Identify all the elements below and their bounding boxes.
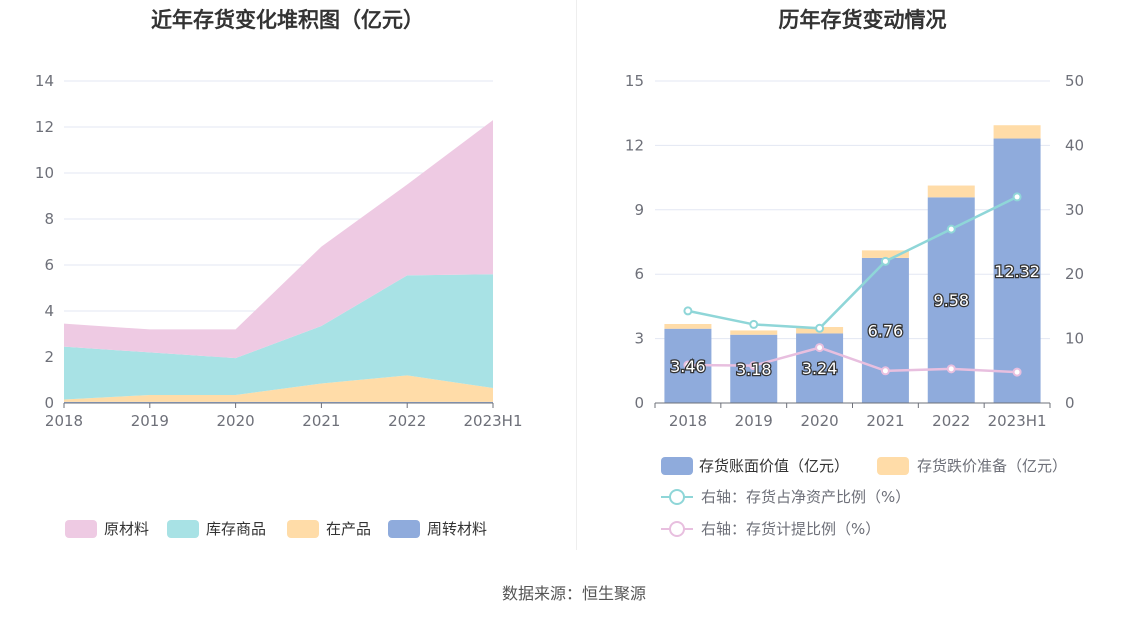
inventory-bar-chart-panel: 历年存货变动情况 0 3 6 9 12 15 0 10 20 30 40 50 2018 2019 2020… — [577, 0, 1148, 560]
data-source-note: 数据来源：恒生聚源 — [501, 584, 646, 603]
right-y2-tick-label: 50 — [1065, 72, 1084, 90]
left-legend-item: 库存商品 — [167, 520, 266, 538]
bar-data-label: 12.32 — [994, 262, 1040, 281]
left-y-tick-label: 10 — [35, 164, 54, 182]
right-legend-marker — [669, 521, 685, 537]
area-库存商品 — [64, 274, 493, 400]
left-legend-label: 库存商品 — [206, 520, 266, 538]
line-point-0 — [1012, 192, 1022, 202]
right-y2-tick-label: 20 — [1065, 265, 1084, 283]
left-x-tick-label: 2022 — [388, 412, 426, 430]
right-x-tick-label: 2022 — [932, 412, 970, 430]
left-y-tick-label: 12 — [35, 118, 54, 136]
left-legend-label: 在产品 — [326, 520, 371, 538]
right-y-tick-label: 9 — [634, 201, 644, 219]
left-x-tick-label: 2023H1 — [464, 412, 523, 430]
right-legend-label: 存货跌价准备（亿元） — [917, 457, 1067, 475]
right-y-tick-label: 12 — [625, 136, 644, 154]
left-legend-item: 周转材料 — [388, 520, 487, 538]
left-y-tick-label: 14 — [35, 72, 54, 90]
left-legend-swatch — [167, 520, 199, 538]
line-point-1 — [946, 364, 956, 374]
line-point-1 — [880, 366, 890, 376]
line-point-0 — [683, 306, 693, 316]
right-legend-label: 右轴：存货占净资产比例（%） — [701, 488, 910, 506]
stacked-area-chart: 0 2 4 6 8 10 12 14 2018 2019 2020 2021 2022 2023H1 原材料… — [35, 72, 523, 538]
left-legend-swatch — [65, 520, 97, 538]
bar-data-label: 3.24 — [802, 359, 838, 378]
left-x-tick-label: 2019 — [131, 412, 169, 430]
inventory-bar-chart: 0 3 6 9 12 15 0 10 20 30 40 50 2018 2019 2020 2021 2022 2… — [625, 72, 1084, 538]
left-y-tick-label: 4 — [44, 302, 54, 320]
right-legend-marker — [669, 489, 685, 505]
left-legend-swatch — [388, 520, 420, 538]
right-legend-swatch — [661, 457, 693, 475]
line-series-1 — [687, 346, 1018, 374]
left-legend-label: 周转材料 — [427, 520, 487, 538]
right-y2-tick-label: 30 — [1065, 201, 1084, 219]
bar-impairment-reserve — [730, 330, 778, 335]
right-x-tick-label: 2020 — [800, 412, 838, 430]
line-point-1 — [815, 343, 825, 353]
bar-book-value — [861, 257, 909, 403]
bar-data-label: 6.76 — [868, 321, 904, 340]
bar-impairment-reserve — [993, 125, 1041, 139]
left-x-tick-label: 2021 — [302, 412, 340, 430]
left-y-tick-label: 6 — [44, 256, 54, 274]
stacked-area-chart-panel: 近年存货变化堆积图（亿元） 0 2 4 6 8 10 12 14 2018 2019 2020 202… — [0, 0, 575, 560]
bar-impairment-reserve — [861, 250, 909, 258]
right-legend-item: 右轴：存货占净资产比例（%） — [661, 488, 910, 506]
line-point-0 — [815, 323, 825, 333]
left-y-tick-label: 2 — [44, 348, 54, 366]
left-legend-swatch — [287, 520, 319, 538]
left-y-tick-label: 8 — [44, 210, 54, 228]
left-x-tick-label: 2020 — [217, 412, 255, 430]
area-在产品 — [64, 375, 493, 402]
left-legend-item: 在产品 — [287, 520, 371, 538]
left-chart-title: 近年存货变化堆积图（亿元） — [151, 8, 424, 32]
right-legend-item: 存货跌价准备（亿元） — [877, 457, 1067, 475]
line-point-0 — [880, 256, 890, 266]
line-point-0 — [946, 224, 956, 234]
bar-impairment-reserve — [664, 324, 712, 329]
bar-book-value — [993, 138, 1041, 403]
line-point-1 — [749, 361, 759, 371]
right-y-tick-label: 6 — [634, 265, 644, 283]
left-x-tick-label: 2018 — [45, 412, 83, 430]
bar-impairment-reserve — [927, 185, 975, 198]
bar-data-label: 9.58 — [933, 291, 969, 310]
line-point-0 — [749, 319, 759, 329]
right-x-tick-label: 2018 — [669, 412, 707, 430]
right-y-tick-label: 0 — [634, 394, 644, 412]
right-x-tick-label: 2021 — [866, 412, 904, 430]
right-chart-title: 历年存货变动情况 — [778, 8, 947, 32]
right-y-tick-label: 3 — [634, 330, 644, 348]
right-legend-item: 右轴：存货计提比例（%） — [661, 520, 880, 538]
right-x-tick-label: 2019 — [735, 412, 773, 430]
line-point-1 — [1012, 367, 1022, 377]
right-y2-tick-label: 0 — [1065, 394, 1075, 412]
left-y-tick-label: 0 — [44, 394, 54, 412]
right-legend-label: 存货账面价值（亿元） — [699, 457, 849, 475]
panel-divider — [576, 0, 577, 550]
left-legend-label: 原材料 — [104, 520, 149, 538]
line-point-1 — [683, 360, 693, 370]
right-x-tick-label: 2023H1 — [988, 412, 1047, 430]
right-y2-tick-label: 40 — [1065, 136, 1084, 154]
line-series-0 — [687, 195, 1018, 330]
area-原材料 — [64, 120, 493, 359]
left-legend-item: 原材料 — [65, 520, 149, 538]
right-legend-label: 右轴：存货计提比例（%） — [701, 520, 880, 538]
right-y2-tick-label: 10 — [1065, 330, 1084, 348]
bar-data-label: 3.46 — [670, 357, 706, 376]
right-y-tick-label: 15 — [625, 72, 644, 90]
right-legend-swatch — [877, 457, 909, 475]
right-legend-item: 存货账面价值（亿元） — [661, 457, 849, 475]
bar-data-label: 3.18 — [736, 360, 772, 379]
